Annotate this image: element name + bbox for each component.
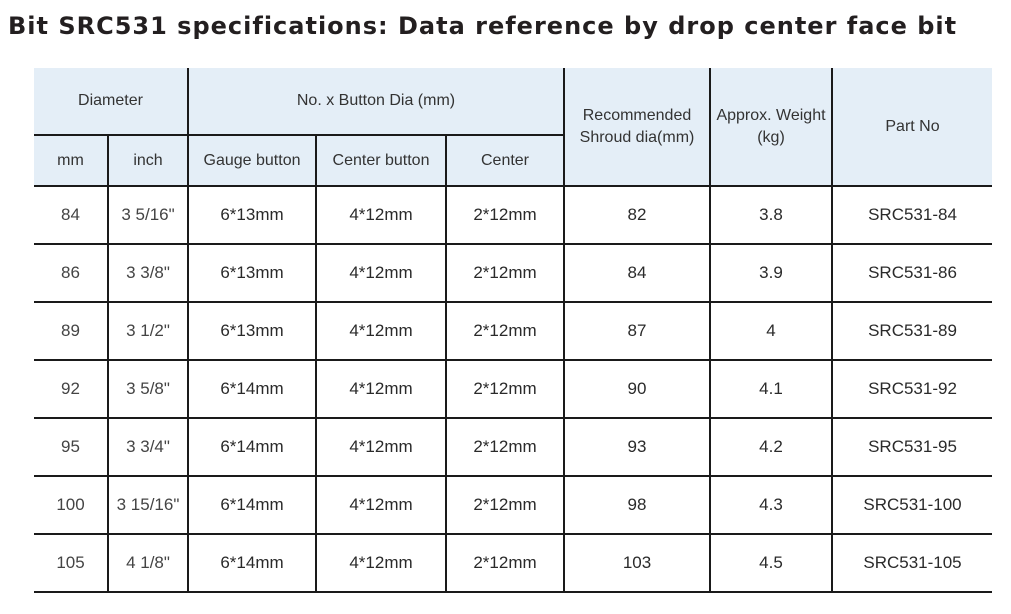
cell-weight: 3.8: [710, 186, 833, 245]
cell-center-button: 4*12mm: [316, 534, 447, 593]
cell-part-no: SRC531-100: [832, 476, 992, 535]
cell-shroud-dia: 103: [564, 534, 711, 593]
cell-shroud-dia: 82: [564, 186, 711, 245]
cell-gauge-button: 6*13mm: [188, 186, 317, 245]
cell-gauge-button: 6*14mm: [188, 360, 317, 419]
header-shroud-dia: Recommended Shroud dia(mm): [564, 68, 711, 187]
cell-weight: 4: [710, 302, 833, 361]
cell-center-button: 4*12mm: [316, 244, 447, 303]
cell-part-no: SRC531-92: [832, 360, 992, 419]
header-part-no: Part No: [832, 68, 992, 187]
cell-mm: 86: [34, 244, 109, 303]
header-mm: mm: [34, 135, 109, 187]
cell-inch: 4 1/8": [108, 534, 189, 593]
cell-gauge-button: 6*14mm: [188, 534, 317, 593]
cell-part-no: SRC531-95: [832, 418, 992, 477]
table-row: 92 3 5/8" 6*14mm 4*12mm 2*12mm 90 4.1 SR…: [34, 360, 992, 419]
cell-shroud-dia: 90: [564, 360, 711, 419]
table-row: 89 3 1/2" 6*13mm 4*12mm 2*12mm 87 4 SRC5…: [34, 302, 992, 361]
header-inch: inch: [108, 135, 189, 187]
specifications-table: Diameter No. x Button Dia (mm) Recommend…: [34, 68, 992, 593]
cell-mm: 95: [34, 418, 109, 477]
header-diameter: Diameter: [34, 68, 189, 136]
cell-weight: 4.2: [710, 418, 833, 477]
cell-shroud-dia: 93: [564, 418, 711, 477]
cell-center: 2*12mm: [446, 244, 565, 303]
cell-inch: 3 5/8": [108, 360, 189, 419]
cell-center-button: 4*12mm: [316, 302, 447, 361]
cell-gauge-button: 6*14mm: [188, 476, 317, 535]
cell-weight: 4.3: [710, 476, 833, 535]
cell-part-no: SRC531-105: [832, 534, 992, 593]
table-row: 105 4 1/8" 6*14mm 4*12mm 2*12mm 103 4.5 …: [34, 534, 992, 593]
header-gauge-button: Gauge button: [188, 135, 317, 187]
cell-center: 2*12mm: [446, 534, 565, 593]
cell-mm: 84: [34, 186, 109, 245]
cell-shroud-dia: 98: [564, 476, 711, 535]
table-row: 95 3 3/4" 6*14mm 4*12mm 2*12mm 93 4.2 SR…: [34, 418, 992, 477]
cell-gauge-button: 6*13mm: [188, 302, 317, 361]
cell-center: 2*12mm: [446, 302, 565, 361]
cell-weight: 4.1: [710, 360, 833, 419]
cell-center-button: 4*12mm: [316, 476, 447, 535]
cell-gauge-button: 6*13mm: [188, 244, 317, 303]
cell-center: 2*12mm: [446, 186, 565, 245]
cell-weight: 3.9: [710, 244, 833, 303]
cell-weight: 4.5: [710, 534, 833, 593]
header-button-group: No. x Button Dia (mm): [188, 68, 565, 136]
cell-part-no: SRC531-86: [832, 244, 992, 303]
cell-shroud-dia: 87: [564, 302, 711, 361]
cell-center: 2*12mm: [446, 360, 565, 419]
cell-mm: 100: [34, 476, 109, 535]
table-row: 86 3 3/8" 6*13mm 4*12mm 2*12mm 84 3.9 SR…: [34, 244, 992, 303]
cell-inch: 3 15/16": [108, 476, 189, 535]
page-title: Bit SRC531 specifications: Data referenc…: [8, 12, 958, 40]
cell-part-no: SRC531-84: [832, 186, 992, 245]
cell-mm: 89: [34, 302, 109, 361]
header-center: Center: [446, 135, 565, 187]
cell-mm: 92: [34, 360, 109, 419]
cell-mm: 105: [34, 534, 109, 593]
cell-shroud-dia: 84: [564, 244, 711, 303]
cell-center-button: 4*12mm: [316, 360, 447, 419]
cell-gauge-button: 6*14mm: [188, 418, 317, 477]
cell-center: 2*12mm: [446, 476, 565, 535]
cell-center-button: 4*12mm: [316, 186, 447, 245]
header-weight: Approx. Weight (kg): [710, 68, 833, 187]
table-row: 100 3 15/16" 6*14mm 4*12mm 2*12mm 98 4.3…: [34, 476, 992, 535]
cell-center-button: 4*12mm: [316, 418, 447, 477]
cell-inch: 3 1/2": [108, 302, 189, 361]
cell-inch: 3 3/4": [108, 418, 189, 477]
cell-inch: 3 3/8": [108, 244, 189, 303]
header-center-button: Center button: [316, 135, 447, 187]
cell-part-no: SRC531-89: [832, 302, 992, 361]
table-row: 84 3 5/16" 6*13mm 4*12mm 2*12mm 82 3.8 S…: [34, 186, 992, 245]
cell-center: 2*12mm: [446, 418, 565, 477]
cell-inch: 3 5/16": [108, 186, 189, 245]
